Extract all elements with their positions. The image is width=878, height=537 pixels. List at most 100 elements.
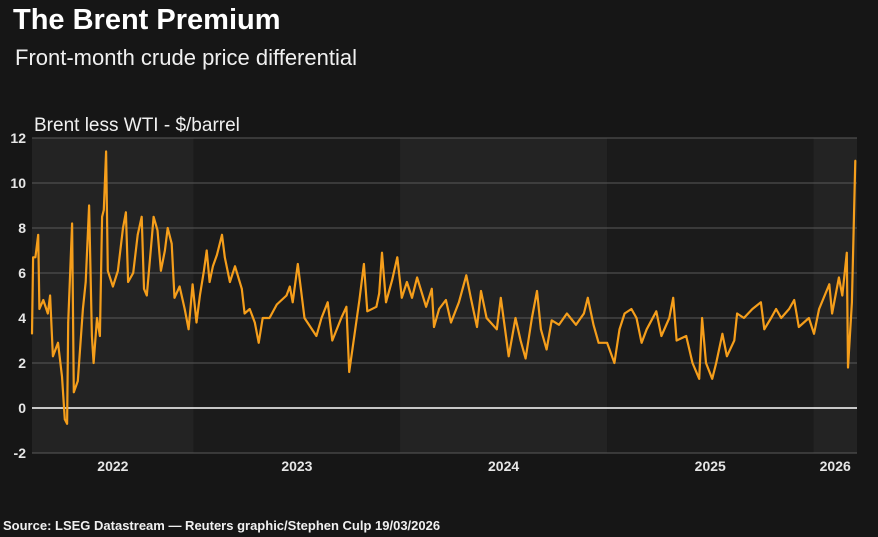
data-point	[152, 215, 155, 218]
data-point	[675, 339, 678, 342]
data-point	[140, 215, 143, 218]
data-point	[72, 391, 75, 394]
data-point	[635, 317, 638, 319]
year-band	[32, 138, 194, 453]
data-point	[366, 310, 369, 313]
data-point	[385, 301, 387, 304]
data-point	[507, 355, 510, 358]
data-point	[76, 380, 79, 382]
y-tick-label: 4	[18, 310, 26, 326]
data-point	[841, 294, 844, 297]
data-point	[396, 256, 399, 259]
data-point	[770, 317, 772, 319]
data-point	[257, 341, 260, 344]
data-point	[49, 294, 51, 297]
data-point	[216, 254, 218, 256]
data-point	[296, 263, 299, 265]
data-point	[793, 299, 796, 301]
data-point	[711, 377, 714, 380]
data-point	[726, 355, 728, 358]
data-point	[212, 265, 214, 268]
data-point	[98, 335, 101, 337]
data-point	[405, 281, 408, 283]
data-point	[178, 285, 181, 288]
data-point	[37, 233, 40, 236]
data-point	[208, 281, 211, 283]
data-point	[191, 283, 194, 286]
data-point	[416, 276, 418, 279]
y-tick-label: 12	[10, 130, 26, 146]
data-point	[536, 290, 538, 292]
data-point	[275, 303, 278, 306]
data-point	[326, 301, 329, 304]
data-point	[668, 317, 671, 319]
data-point	[92, 362, 95, 364]
data-point	[378, 292, 381, 295]
data-point	[136, 233, 139, 236]
data-point	[845, 251, 848, 254]
data-point	[701, 317, 703, 319]
data-point	[751, 308, 754, 310]
series-brent-less-wti	[30, 150, 857, 425]
data-point	[127, 281, 130, 283]
series-line	[30, 150, 857, 425]
data-point	[445, 299, 447, 301]
data-point	[705, 362, 707, 364]
data-point	[102, 209, 105, 211]
data-point	[223, 256, 226, 259]
data-point	[411, 296, 413, 299]
data-point	[52, 355, 54, 358]
data-point	[34, 256, 37, 259]
data-point	[111, 285, 114, 288]
data-point	[143, 287, 145, 290]
data-point	[375, 305, 378, 308]
data-point	[645, 328, 648, 331]
data-point	[187, 328, 190, 331]
data-point	[788, 308, 791, 310]
y-tick-label: 0	[18, 400, 26, 416]
data-point	[63, 418, 66, 421]
data-point	[381, 251, 383, 254]
data-point	[698, 377, 701, 380]
data-point	[253, 321, 256, 324]
data-point	[469, 296, 472, 299]
data-point	[780, 317, 783, 319]
y-tick-label: -2	[14, 445, 27, 461]
data-point	[400, 296, 403, 299]
gridlines	[32, 137, 857, 454]
data-point	[81, 308, 84, 310]
data-point	[199, 294, 201, 297]
data-point	[465, 274, 468, 277]
data-point	[88, 204, 91, 207]
data-point	[57, 341, 59, 344]
data-point	[303, 317, 306, 319]
data-point	[672, 296, 675, 299]
y-tick-label: 6	[18, 265, 26, 281]
data-point	[715, 362, 718, 364]
data-point	[173, 296, 176, 299]
data-point	[847, 366, 849, 369]
data-point	[132, 272, 135, 274]
y-axis-label: Brent less WTI - $/barrel	[34, 115, 240, 136]
data-point	[285, 294, 288, 297]
data-point	[320, 317, 323, 319]
data-point	[46, 312, 49, 315]
data-point	[775, 308, 778, 310]
data-point	[105, 150, 107, 153]
data-point	[759, 301, 762, 304]
year-band	[400, 138, 608, 453]
data-point	[566, 312, 568, 315]
data-point	[248, 308, 251, 310]
data-point	[545, 348, 548, 351]
data-point	[288, 285, 291, 288]
data-point	[582, 312, 585, 315]
data-point	[685, 335, 688, 337]
data-point	[592, 323, 595, 326]
data-point	[433, 326, 435, 328]
data-point	[91, 335, 93, 337]
data-point	[268, 317, 271, 319]
data-point	[358, 299, 361, 301]
data-point	[606, 341, 608, 344]
data-point	[818, 308, 821, 310]
data-point	[813, 332, 815, 335]
